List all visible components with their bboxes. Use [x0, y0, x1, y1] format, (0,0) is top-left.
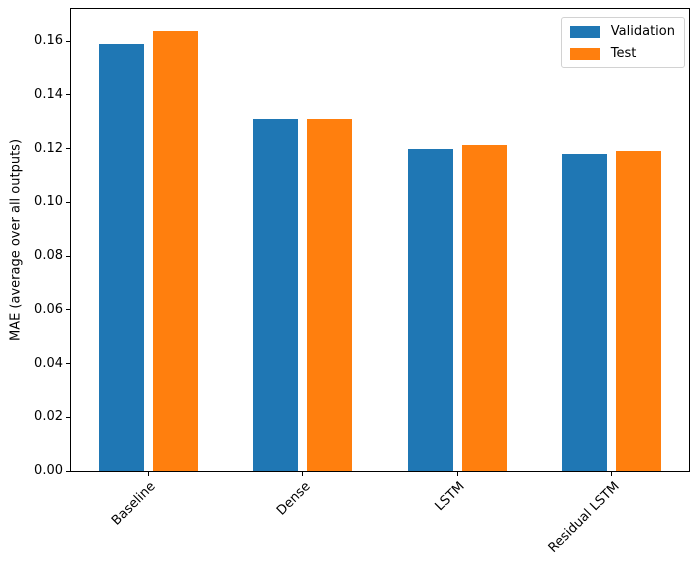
y-tick-mark	[66, 309, 70, 311]
x-tick-mark	[302, 472, 304, 476]
y-tick-label: 0.10	[34, 194, 63, 210]
y-tick-label: 0.00	[34, 463, 63, 478]
y-tick-mark	[66, 470, 70, 472]
y-tick-label: 0.14	[34, 86, 63, 102]
legend-swatch-validation	[569, 25, 600, 38]
legend-swatch-test	[569, 47, 600, 60]
y-tick-label: 0.16	[34, 33, 63, 49]
y-axis-label: MAE (average over all outputs)	[8, 138, 24, 342]
y-tick-label: 0.06	[34, 301, 63, 317]
x-tick-mark	[611, 472, 613, 476]
y-tick-mark	[66, 363, 70, 365]
bar-test-dense	[307, 119, 353, 471]
legend-label-test: Test	[610, 46, 637, 61]
y-tick-mark	[66, 201, 70, 203]
y-tick-mark	[66, 416, 70, 418]
y-tick-label: 0.12	[34, 140, 63, 156]
bar-validation-residual-lstm	[562, 154, 608, 471]
legend-entry-validation: Validation	[569, 24, 675, 39]
bar-test-residual-lstm	[616, 151, 662, 471]
legend-entry-test: Test	[569, 46, 675, 61]
y-tick-mark	[66, 40, 70, 42]
bar-test-baseline	[152, 30, 198, 471]
legend: Validation Test	[560, 17, 685, 68]
x-tick-label-lstm: LSTM	[432, 479, 468, 515]
y-tick-mark	[66, 148, 70, 150]
bar-validation-lstm	[407, 148, 453, 471]
y-tick-mark	[66, 255, 70, 257]
bar-validation-dense	[253, 119, 299, 471]
y-tick-mark	[66, 94, 70, 96]
x-tick-mark	[456, 472, 458, 476]
x-tick-mark	[147, 472, 149, 476]
x-tick-label-dense: Dense	[273, 479, 314, 519]
bar-test-lstm	[461, 144, 507, 471]
y-tick-label: 0.04	[34, 355, 63, 371]
plot-area: Validation Test 0.00 0.02 0.04 0.06 0.08 0.10 0…	[34, 8, 690, 556]
y-tick-label: 0.08	[34, 248, 63, 264]
x-tick-label-residual-lstm: Residual LSTM	[545, 479, 623, 556]
y-tick-label: 0.02	[34, 409, 63, 425]
x-tick-label-baseline: Baseline	[109, 479, 159, 529]
bar-validation-baseline	[98, 43, 144, 471]
legend-label-validation: Validation	[610, 24, 675, 39]
